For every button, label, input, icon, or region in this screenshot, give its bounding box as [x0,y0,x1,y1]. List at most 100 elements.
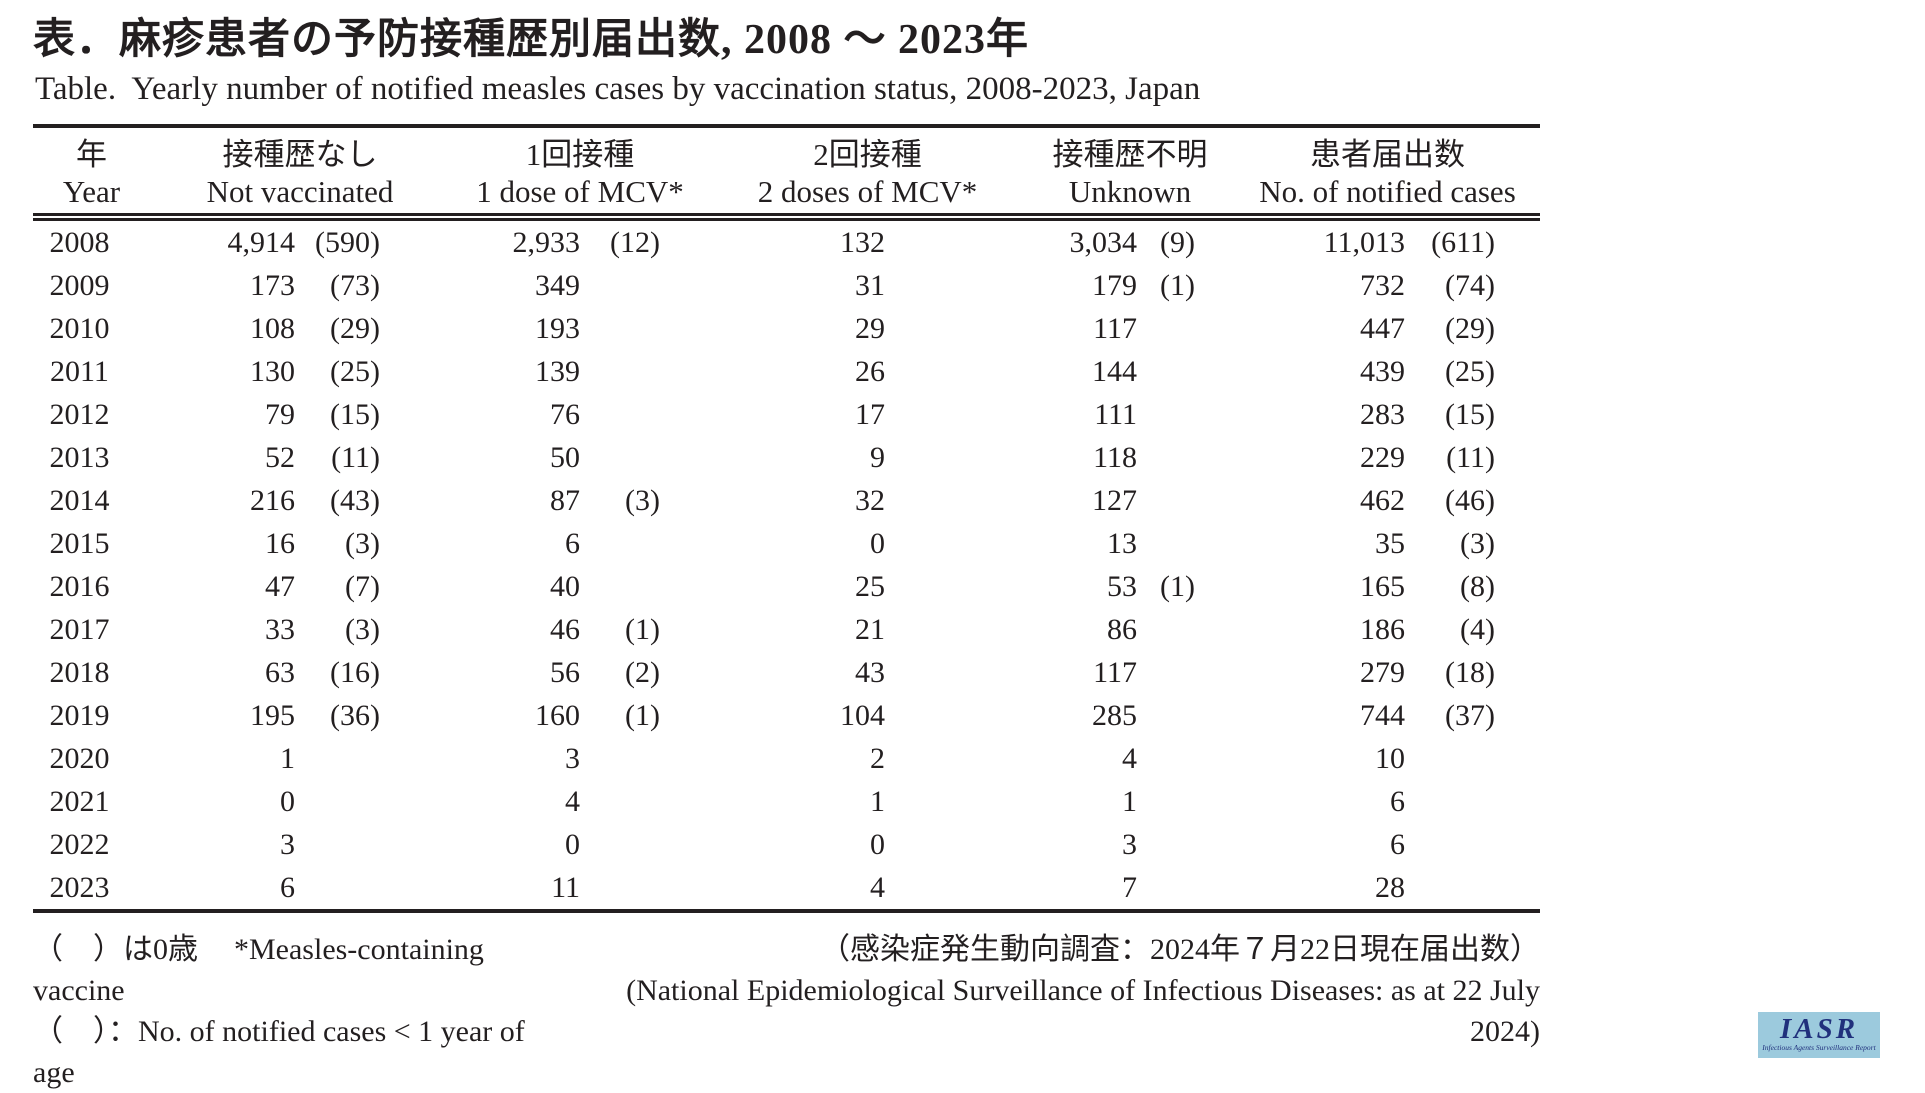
iasr-logo-text: IASR [1779,1013,1859,1045]
table-row: 2023 6 11 4 7 28 [33,866,1540,909]
year-cell: 2018 [49,655,110,689]
col-header-notified-cases-jp: 患者届出数 [1310,136,1465,172]
notified-cases-cell: 11,013 (611) [1323,225,1495,259]
year-cell: 2014 [49,483,110,517]
one-dose-cell: 87 (3) [550,483,660,517]
not-vaccinated-cell: 47 (7) [265,569,380,603]
not-vaccinated-cell: 0 [280,784,295,818]
year-cell: 2009 [49,268,110,302]
one-dose-cell: 46 (1) [550,612,660,646]
two-doses-cell: 2 [870,741,885,775]
year-cell: 2008 [49,225,110,259]
table-row: 2012 79 (15) 76 17 111 283 (15) [33,393,1540,436]
two-doses-cell: 25 [855,569,885,603]
footnote-age-zero: （ ）は0歳 [33,932,198,966]
unknown-cell: 13 [1107,526,1137,560]
one-dose-cell: 40 [550,569,580,603]
source-note-english: (National Epidemiological Surveillance o… [626,973,1548,1048]
year-cell: 2023 [49,870,110,904]
table-row: 2017 33 (3) 46 (1) 21 86 186 (4) [33,608,1540,651]
source-note-japanese: （感染症発生動向調査：2024年７月22日現在届出数） [820,932,1540,966]
one-dose-cell: 4 [565,784,580,818]
notified-cases-cell: 229 (11) [1360,440,1495,474]
measles-table-wrap: 年 接種歴なし 1回接種 2回接種 接種歴不明 患者届出数 Year Not v… [33,123,1540,913]
not-vaccinated-cell: 173 (73) [250,268,380,302]
unknown-cell: 144 [1092,354,1137,388]
table-row: 2020 1 3 2 4 10 [33,737,1540,780]
not-vaccinated-cell: 6 [280,870,295,904]
not-vaccinated-cell: 216 (43) [250,483,380,517]
year-cell: 2017 [49,612,110,646]
year-cell: 2021 [49,784,110,818]
two-doses-cell: 132 [840,225,885,259]
notified-cases-cell: 165 (8) [1360,569,1495,603]
notified-cases-cell: 186 (4) [1360,612,1495,646]
notified-cases-cell: 447 (29) [1360,311,1495,345]
one-dose-cell: 193 [535,311,580,345]
unknown-cell: 4 [1122,741,1137,775]
page-title-english: Table. Yearly number of notified measles… [35,71,1201,108]
header-row-japanese: 年 接種歴なし 1回接種 2回接種 接種歴不明 患者届出数 [33,128,1540,173]
not-vaccinated-cell: 4,914 (590) [227,225,381,259]
year-cell: 2011 [50,354,109,388]
two-doses-cell: 0 [870,526,885,560]
unknown-cell: 86 [1107,612,1137,646]
table-row: 2013 52 (11) 50 9 118 229 (11) [33,436,1540,479]
one-dose-cell: 76 [550,397,580,431]
two-doses-cell: 9 [870,440,885,474]
notified-cases-cell: 279 (18) [1360,655,1495,689]
notified-cases-cell: 744 (37) [1360,698,1495,732]
two-doses-cell: 17 [855,397,885,431]
one-dose-cell: 3 [565,741,580,775]
one-dose-cell: 6 [565,526,580,560]
unknown-cell: 3,034 (9) [1069,225,1196,259]
unknown-cell: 7 [1122,870,1137,904]
year-cell: 2019 [49,698,110,732]
unknown-cell: 118 [1093,440,1137,474]
col-header-year-en: Year [33,172,150,221]
not-vaccinated-cell: 16 (3) [265,526,380,560]
footnote-left-block: （ ）は0歳 *Measles-containing vaccine （ ）：No… [33,929,571,1093]
table-row: 2019 195 (36) 160 (1) 104 285 744 (37) [33,694,1540,737]
year-cell: 2022 [49,827,110,861]
header-row-english: Year Not vaccinated 1 dose of MCV* 2 dos… [33,172,1540,221]
col-header-one-dose-en: 1 dose of MCV* [450,172,710,221]
table-row: 2014 216 (43) 87 (3) 32 127 462 (46) [33,479,1540,522]
unknown-cell: 1 [1122,784,1137,818]
not-vaccinated-cell: 1 [280,741,295,775]
two-doses-cell: 43 [855,655,885,689]
two-doses-cell: 1 [870,784,885,818]
col-header-unknown-en: Unknown [1025,172,1235,221]
one-dose-cell: 11 [551,870,580,904]
two-doses-cell: 104 [840,698,885,732]
notified-cases-cell: 35 (3) [1375,526,1495,560]
col-header-unknown-jp: 接種歴不明 [1052,136,1208,172]
two-doses-cell: 0 [870,827,885,861]
col-header-not-vaccinated-en: Not vaccinated [150,172,450,221]
notified-cases-cell: 28 [1375,870,1405,904]
col-header-two-doses-en: 2 doses of MCV* [710,172,1025,221]
not-vaccinated-cell: 63 (16) [265,655,380,689]
footnote-mcv: *Measles-containing vaccine [33,932,492,1007]
year-cell: 2015 [49,526,110,560]
not-vaccinated-cell: 108 (29) [250,311,380,345]
two-doses-cell: 21 [855,612,885,646]
source-note-block: （感染症発生動向調査：2024年７月22日現在届出数） (National Ep… [571,929,1540,1093]
notified-cases-cell: 10 [1375,741,1405,775]
iasr-logo: IASR Infectious Agents Surveillance Repo… [1758,1012,1880,1058]
notified-cases-cell: 283 (15) [1360,397,1495,431]
unknown-cell: 179 (1) [1092,268,1195,302]
notified-cases-cell: 439 (25) [1360,354,1495,388]
table-row: 2015 16 (3) 6 0 13 35 (3) [33,522,1540,565]
unknown-cell: 117 [1093,655,1137,689]
footnotes: （ ）は0歳 *Measles-containing vaccine （ ）：No… [33,929,1540,1093]
table-row: 2011 130 (25) 139 26 144 439 (25) [33,350,1540,393]
iasr-logo-subtext: Infectious Agents Surveillance Report [1762,1043,1876,1052]
unknown-cell: 127 [1092,483,1137,517]
year-cell: 2020 [49,741,110,775]
table-row: 2016 47 (7) 40 25 53 (1) 165 (8) [33,565,1540,608]
not-vaccinated-cell: 3 [280,827,295,861]
col-header-two-doses-jp: 2回接種 [813,136,922,172]
unknown-cell: 111 [1094,397,1137,431]
